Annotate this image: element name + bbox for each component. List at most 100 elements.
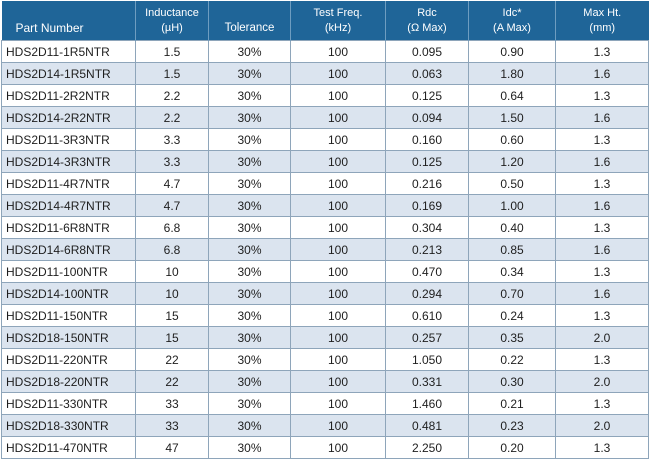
table-row: HDS2D11-4R7NTR 4.7 30% 100 0.216 0.50 1.3 [1, 172, 649, 195]
max-height-cell: 2.0 [555, 326, 649, 349]
tolerance-cell: 30% [208, 40, 291, 63]
header-title: Max Ht. [583, 7, 622, 19]
rdc-cell: 1.460 [385, 392, 469, 415]
header-title: Part Number [15, 21, 84, 35]
idc-cell: 0.40 [468, 216, 556, 239]
inductance-header: Inductance (µH) [135, 1, 209, 41]
max-height-cell: 2.0 [555, 370, 649, 393]
tolerance-cell: 30% [208, 238, 291, 261]
tolerance-cell: 30% [208, 304, 291, 327]
max-height-cell: 1.6 [555, 238, 649, 261]
header-unit: (A Max) [493, 22, 531, 34]
test-freq-cell: 100 [290, 84, 386, 107]
max-height-cell: 1.3 [555, 216, 649, 239]
header-unit: (kHz) [324, 22, 352, 34]
part-number-cell: HDS2D14-2R2NTR [1, 106, 136, 129]
max-height-cell: 1.3 [555, 40, 649, 63]
idc-cell: 0.60 [468, 128, 556, 151]
header-label: Max Ht. (mm) [556, 6, 649, 40]
inductance-cell: 15 [135, 304, 209, 327]
inductance-cell: 4.7 [135, 172, 209, 195]
idc-cell: 0.64 [468, 84, 556, 107]
tolerance-cell: 30% [208, 150, 291, 173]
test-freq-cell: 100 [290, 370, 386, 393]
max-height-cell: 1.3 [555, 128, 649, 151]
header-label: Idc* (A Max) [469, 6, 555, 40]
tolerance-cell: 30% [208, 84, 291, 107]
max-height-cell: 1.6 [555, 282, 649, 305]
test-freq-cell: 100 [290, 150, 386, 173]
idc-cell: 1.80 [468, 62, 556, 85]
test-freq-cell: 100 [290, 40, 386, 63]
idc-cell: 0.21 [468, 392, 556, 415]
part-number-cell: HDS2D11-2R2NTR [1, 84, 136, 107]
rdc-cell: 2.250 [385, 436, 469, 459]
table-row: HDS2D14-100NTR 10 30% 100 0.294 0.70 1.6 [1, 282, 649, 305]
part-number-header: Part Number [1, 1, 136, 41]
header-title: Idc* [502, 7, 522, 19]
tolerance-cell: 30% [208, 194, 291, 217]
part-number-cell: HDS2D18-330NTR [1, 414, 136, 437]
idc-cell: 0.35 [468, 326, 556, 349]
rdc-cell: 1.050 [385, 348, 469, 371]
table-row: HDS2D14-1R5NTR 1.5 30% 100 0.063 1.80 1.6 [1, 62, 649, 85]
rdc-cell: 0.094 [385, 106, 469, 129]
test-freq-cell: 100 [290, 392, 386, 415]
inductance-cell: 33 [135, 392, 209, 415]
inductance-cell: 1.5 [135, 40, 209, 63]
test-freq-cell: 100 [290, 216, 386, 239]
idc-cell: 0.30 [468, 370, 556, 393]
max-height-cell: 1.3 [555, 304, 649, 327]
tolerance-cell: 30% [208, 216, 291, 239]
table-row: HDS2D18-330NTR 33 30% 100 0.481 0.23 2.0 [1, 414, 649, 437]
tolerance-cell: 30% [208, 106, 291, 129]
part-number-cell: HDS2D14-3R3NTR [1, 150, 136, 173]
part-number-cell: HDS2D11-330NTR [1, 392, 136, 415]
rdc-cell: 0.331 [385, 370, 469, 393]
test-freq-cell: 100 [290, 106, 386, 129]
table-header: Part Number Inductance (µH) Tolerance Test F… [1, 1, 649, 41]
inductance-cell: 22 [135, 370, 209, 393]
inductance-cell: 10 [135, 282, 209, 305]
test-freq-cell: 100 [290, 194, 386, 217]
table-row: HDS2D11-6R8NTR 6.8 30% 100 0.304 0.40 1.3 [1, 216, 649, 239]
idc-header: Idc* (A Max) [468, 1, 556, 41]
test-freq-header: Test Freq. (kHz) [290, 1, 386, 41]
inductance-cell: 2.2 [135, 106, 209, 129]
header-row: Part Number Inductance (µH) Tolerance Test F… [1, 1, 649, 41]
part-number-cell: HDS2D11-4R7NTR [1, 172, 136, 195]
tolerance-cell: 30% [208, 348, 291, 371]
tolerance-cell: 30% [208, 414, 291, 437]
test-freq-cell: 100 [290, 304, 386, 327]
table-row: HDS2D14-3R3NTR 3.3 30% 100 0.125 1.20 1.6 [1, 150, 649, 173]
rdc-cell: 0.160 [385, 128, 469, 151]
idc-cell: 1.00 [468, 194, 556, 217]
table-row: HDS2D11-1R5NTR 1.5 30% 100 0.095 0.90 1.3 [1, 40, 649, 63]
inductance-cell: 4.7 [135, 194, 209, 217]
rdc-header: Rdc (Ω Max) [385, 1, 469, 41]
part-number-cell: HDS2D18-220NTR [1, 370, 136, 393]
table-row: HDS2D14-4R7NTR 4.7 30% 100 0.169 1.00 1.6 [1, 194, 649, 217]
table-row: HDS2D11-220NTR 22 30% 100 1.050 0.22 1.3 [1, 348, 649, 371]
rdc-cell: 0.304 [385, 216, 469, 239]
inductance-cell: 22 [135, 348, 209, 371]
test-freq-cell: 100 [290, 436, 386, 459]
tolerance-cell: 30% [208, 392, 291, 415]
header-title: Rdc [417, 7, 437, 19]
inductance-cell: 15 [135, 326, 209, 349]
max-height-header: Max Ht. (mm) [555, 1, 649, 41]
max-height-cell: 1.3 [555, 260, 649, 283]
tolerance-cell: 30% [208, 62, 291, 85]
header-title: Test Freq. [313, 7, 363, 19]
tolerance-cell: 30% [208, 370, 291, 393]
part-number-cell: HDS2D11-470NTR [1, 436, 136, 459]
part-number-cell: HDS2D11-3R3NTR [1, 128, 136, 151]
rdc-cell: 0.470 [385, 260, 469, 283]
rdc-cell: 0.125 [385, 150, 469, 173]
idc-cell: 0.85 [468, 238, 556, 261]
part-number-cell: HDS2D11-1R5NTR [1, 40, 136, 63]
idc-cell: 0.34 [468, 260, 556, 283]
rdc-cell: 0.216 [385, 172, 469, 195]
table-row: HDS2D11-2R2NTR 2.2 30% 100 0.125 0.64 1.3 [1, 84, 649, 107]
